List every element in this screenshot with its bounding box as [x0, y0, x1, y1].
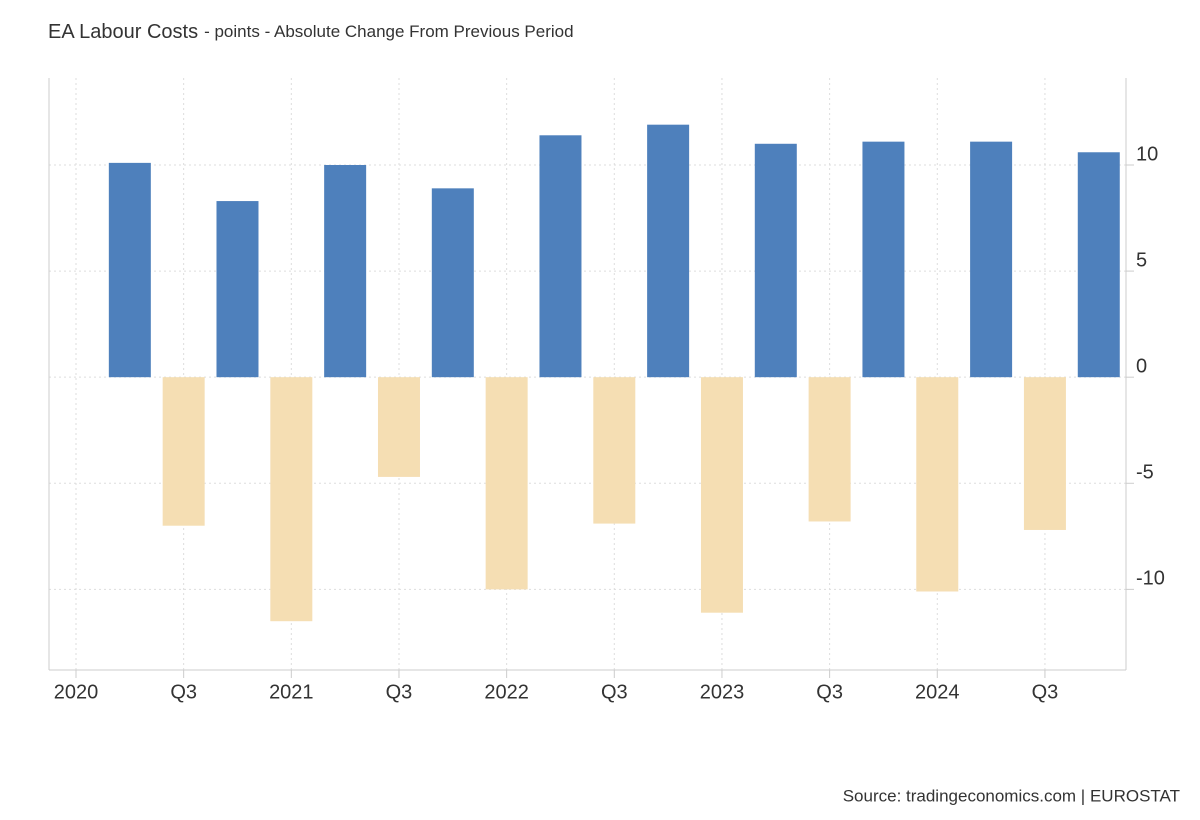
bar — [324, 164, 367, 378]
bar — [754, 143, 797, 378]
bar — [862, 141, 905, 378]
chart-title: EA Labour Costs - points - Absolute Chang… — [48, 21, 574, 43]
x-tick-label: 2021 — [269, 681, 314, 703]
y-tick-label: 0 — [1136, 355, 1147, 377]
bar — [108, 162, 151, 378]
x-tick-label: 2023 — [700, 681, 745, 703]
y-tick-label: -5 — [1136, 462, 1154, 484]
bar — [700, 377, 743, 613]
x-tick-label: Q3 — [1032, 681, 1059, 703]
bar — [808, 377, 851, 522]
bar — [593, 377, 636, 524]
bar — [647, 124, 690, 378]
x-tick-label: Q3 — [170, 681, 197, 703]
bar — [162, 377, 205, 526]
y-tick-label: 5 — [1136, 249, 1147, 271]
bar — [270, 377, 313, 622]
bar — [916, 377, 959, 592]
title: EA Labour Costs — [48, 21, 198, 43]
x-tick-label: 2020 — [54, 681, 99, 703]
source: Source: tradingeconomics.com | EUROSTAT — [843, 786, 1180, 805]
bar — [970, 141, 1013, 378]
x-tick-label: Q3 — [601, 681, 628, 703]
x-tick-label: Q3 — [386, 681, 413, 703]
x-tick-label: Q3 — [816, 681, 843, 703]
bar — [539, 135, 582, 378]
bar — [377, 377, 420, 477]
x-tick-label: 2024 — [915, 681, 960, 703]
bar — [1077, 152, 1120, 378]
bar — [431, 188, 474, 378]
y-tick-label: 10 — [1136, 143, 1158, 165]
subtitle: - points - Absolute Change From Previous… — [204, 22, 573, 41]
y-tick-label: -10 — [1136, 568, 1165, 590]
bar — [216, 201, 259, 378]
bar — [485, 377, 528, 590]
bar — [1023, 377, 1066, 530]
x-tick-label: 2022 — [484, 681, 529, 703]
